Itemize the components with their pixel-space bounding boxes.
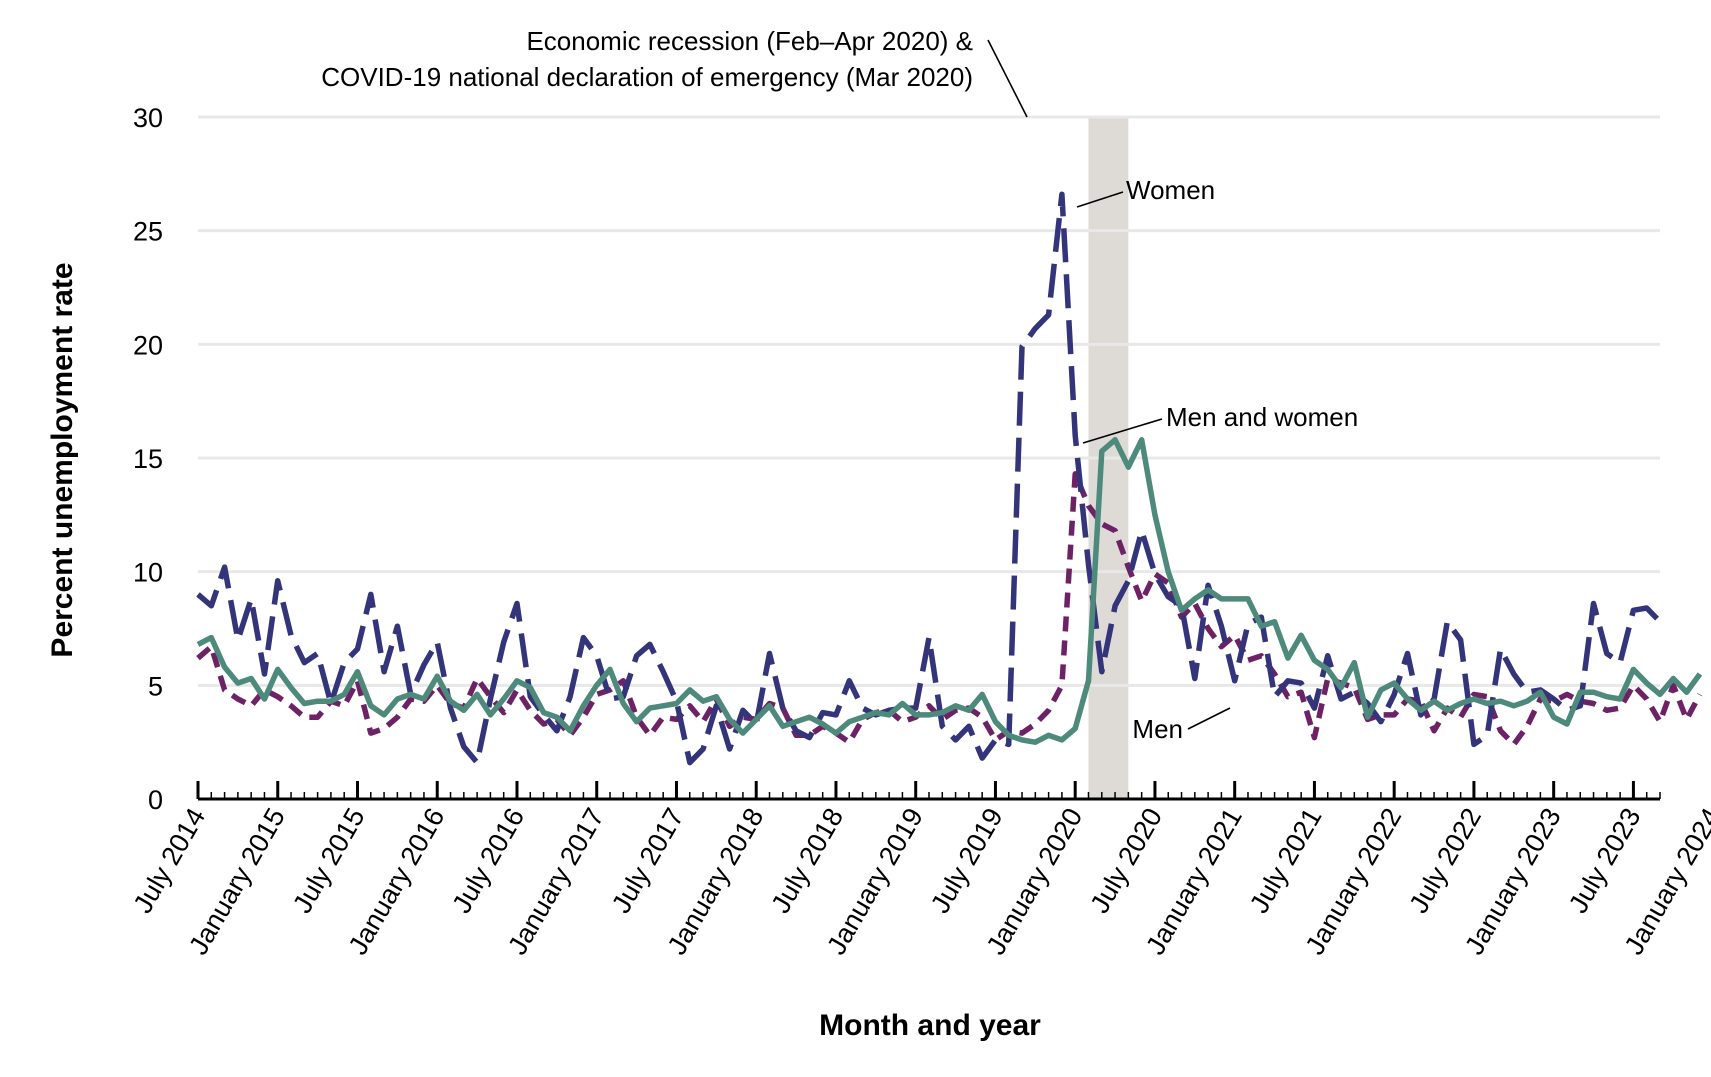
x-tick-label: July 2015: [287, 803, 371, 918]
series-line-men-and-women: [196, 437, 1703, 745]
y-tick-label: 0: [148, 785, 163, 815]
x-tick-label: July 2018: [765, 803, 849, 918]
x-tick-label: July 2022: [1403, 803, 1487, 918]
y-tick-label: 10: [133, 558, 163, 588]
gridlines: [198, 115, 1660, 687]
y-tick-label: 5: [148, 671, 163, 701]
y-tick-label: 20: [133, 330, 163, 360]
x-tick-label: July 2019: [925, 803, 1009, 918]
x-tick-label: July 2023: [1563, 803, 1647, 918]
recession-annotation-line-1: Economic recession (Feb–Apr 2020) &: [526, 26, 973, 56]
men-and-women-series-label: Men and women: [1166, 402, 1358, 432]
recession-annotation-leader: [987, 39, 1028, 118]
men-series-label: Men: [1132, 714, 1183, 744]
men-and-women-label-leader: [1082, 418, 1163, 444]
x-tick-label: July 2021: [1244, 803, 1328, 918]
x-tick-label: July 2016: [446, 803, 530, 918]
series-line-women: [196, 191, 1662, 766]
series-line-men: [196, 471, 1703, 748]
recession-annotation-line-2: COVID-19 national declaration of emergen…: [321, 62, 973, 92]
y-tick-label: 15: [133, 444, 163, 474]
women-series-label: Women: [1126, 175, 1215, 205]
y-axis-title: Percent unemployment rate: [46, 262, 79, 657]
y-tick-label: 25: [133, 217, 163, 247]
y-axis-ticks: 0 5 10 15 20 25 30: [133, 103, 163, 815]
x-tick-label: July 2020: [1084, 803, 1168, 918]
x-tick-label: July 2014: [127, 803, 211, 918]
men-label-leader: [1187, 707, 1231, 730]
x-axis-title: Month and year: [819, 1009, 1041, 1042]
x-axis: [196, 781, 1661, 801]
series-lines: [196, 191, 1703, 766]
y-tick-label: 30: [133, 103, 163, 133]
x-tick-label: July 2017: [606, 803, 690, 918]
women-label-leader: [1076, 191, 1124, 208]
